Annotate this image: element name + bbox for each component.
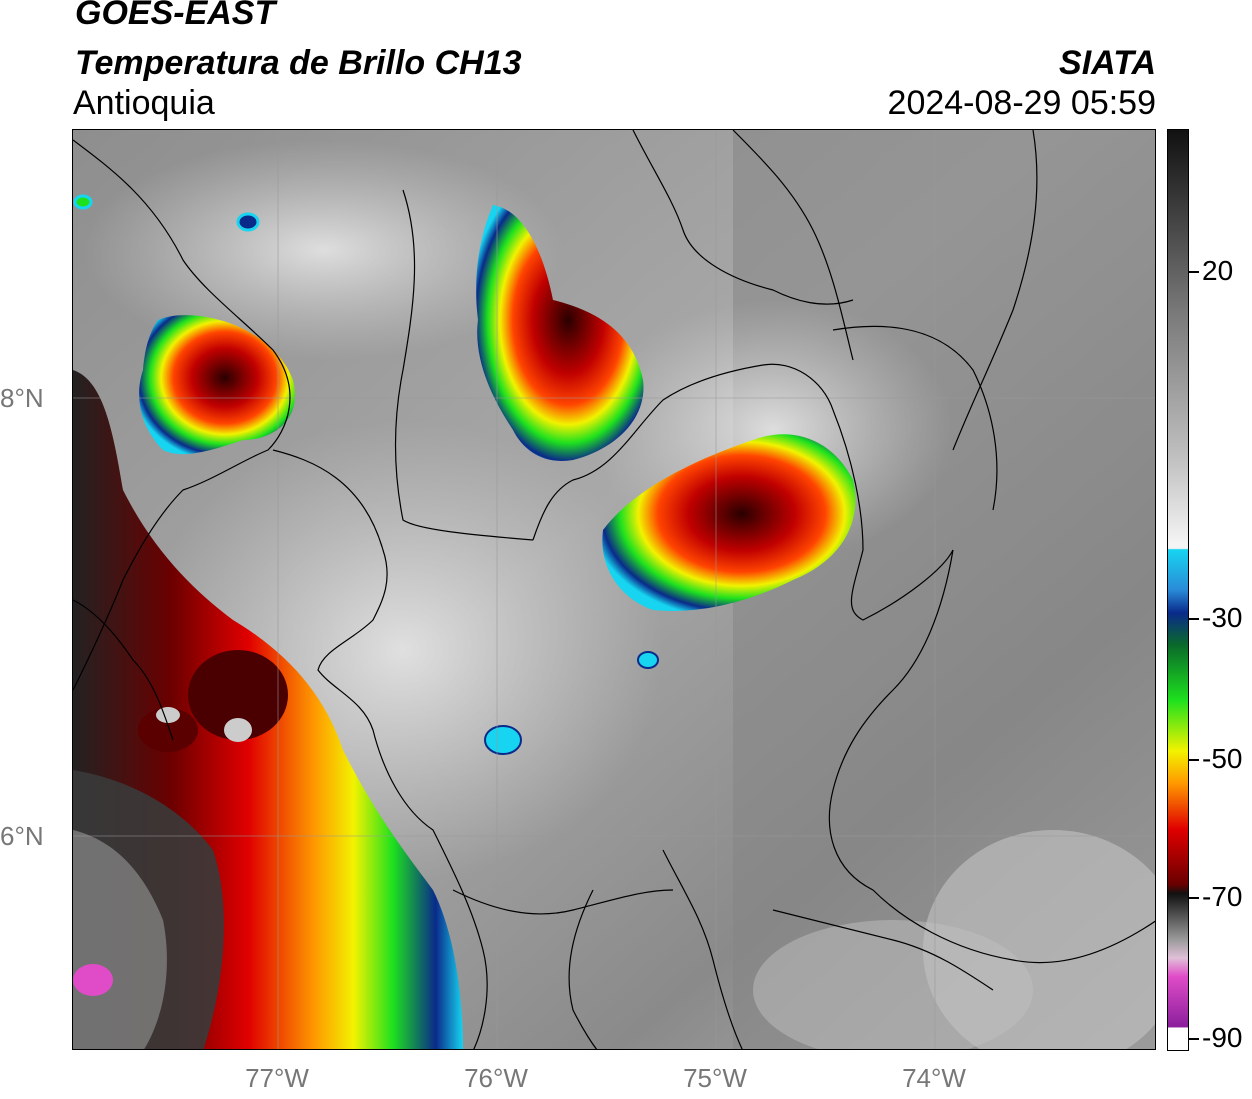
lon-label-74w: 74°W — [902, 1063, 966, 1093]
lon-label-75w: 75°W — [683, 1063, 747, 1093]
colorbar-tick — [1189, 1038, 1199, 1040]
colorbar-tick — [1189, 618, 1199, 620]
colorbar-label-minus50: -50 — [1202, 743, 1243, 774]
title-region: Antioquia — [73, 84, 215, 122]
colorbar-label-20: 20 — [1202, 255, 1234, 286]
title-organization: SIATA — [1059, 44, 1156, 82]
colorbar-tick — [1189, 759, 1199, 761]
temperature-colorbar — [1167, 129, 1189, 1051]
title-timestamp: 2024-08-29 05:59 — [887, 84, 1156, 122]
colorbar-label-minus90: -90 — [1202, 1022, 1243, 1053]
colorbar-label-minus30: -30 — [1202, 602, 1243, 633]
colorbar-label-minus70: -70 — [1202, 881, 1243, 912]
satellite-map[interactable] — [72, 129, 1156, 1050]
lon-label-76w: 76°W — [464, 1063, 528, 1093]
colorbar-tick — [1189, 271, 1199, 273]
lon-label-77w: 77°W — [245, 1063, 309, 1093]
satellite-map-image — [73, 130, 1155, 1049]
title-satellite: GOES-EAST — [75, 0, 276, 32]
title-product: Temperatura de Brillo CH13 — [75, 44, 522, 82]
lat-label-6n: 6°N — [0, 821, 44, 851]
colorbar-tick — [1189, 897, 1199, 899]
lat-label-8n: 8°N — [0, 383, 44, 413]
